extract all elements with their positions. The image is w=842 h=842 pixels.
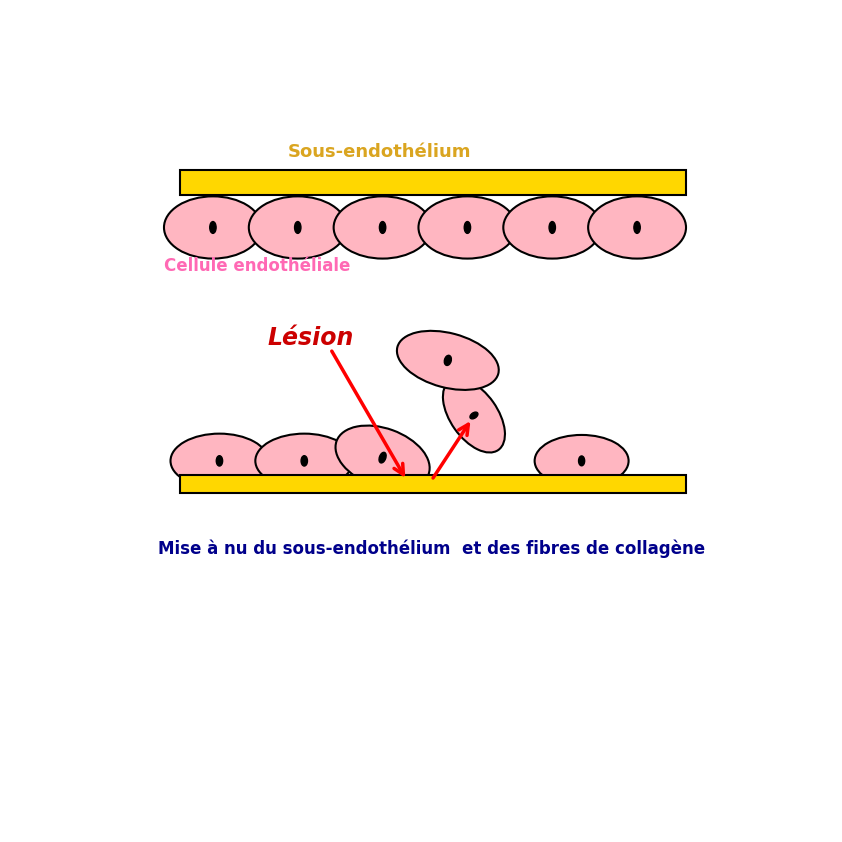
Ellipse shape — [333, 196, 432, 258]
Ellipse shape — [171, 434, 269, 488]
Text: Cellule endothéliale: Cellule endothéliale — [164, 258, 350, 275]
Ellipse shape — [255, 434, 354, 488]
Ellipse shape — [418, 196, 516, 258]
Text: Lésion: Lésion — [268, 326, 354, 349]
Bar — [180, 170, 686, 195]
Ellipse shape — [445, 355, 451, 365]
Ellipse shape — [443, 378, 505, 452]
Ellipse shape — [216, 456, 222, 466]
Text: Sous-endothélium: Sous-endothélium — [288, 142, 471, 161]
Ellipse shape — [535, 435, 629, 487]
Ellipse shape — [589, 196, 686, 258]
Ellipse shape — [634, 221, 640, 233]
Ellipse shape — [470, 412, 478, 418]
Ellipse shape — [164, 196, 262, 258]
Ellipse shape — [335, 425, 429, 490]
Ellipse shape — [301, 456, 307, 466]
Ellipse shape — [549, 221, 556, 233]
Ellipse shape — [380, 221, 386, 233]
Text: Mise à nu du sous-endothélium  et des fibres de collagène: Mise à nu du sous-endothélium et des fib… — [158, 539, 705, 557]
Ellipse shape — [504, 196, 601, 258]
Ellipse shape — [578, 456, 584, 466]
Ellipse shape — [295, 221, 301, 233]
Ellipse shape — [249, 196, 347, 258]
Bar — [180, 475, 686, 493]
Ellipse shape — [210, 221, 216, 233]
Ellipse shape — [464, 221, 471, 233]
Ellipse shape — [397, 331, 498, 390]
Ellipse shape — [379, 452, 386, 463]
